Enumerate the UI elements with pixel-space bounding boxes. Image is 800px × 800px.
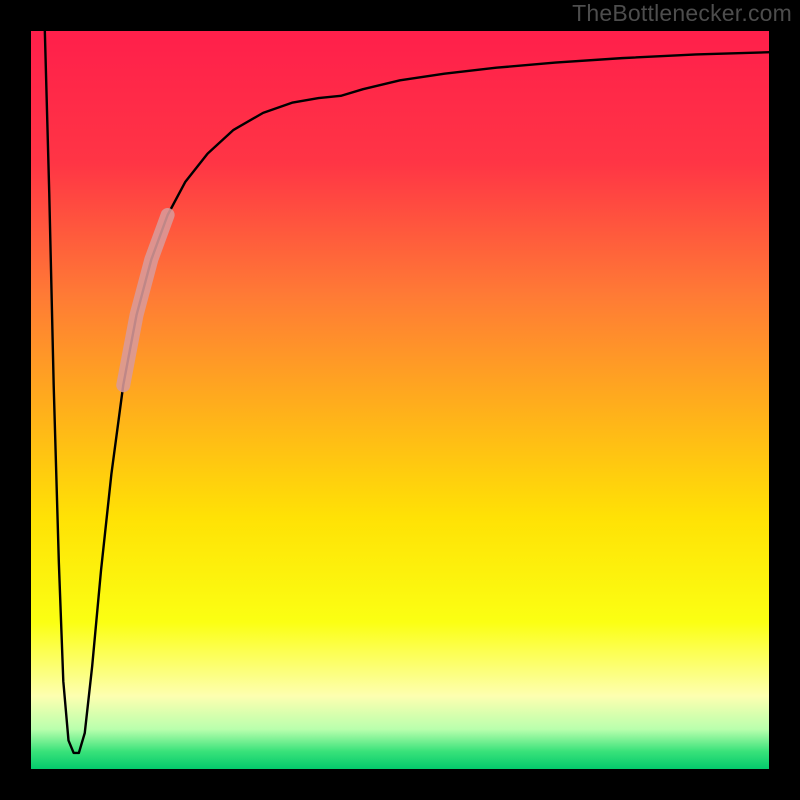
plot-background [30,30,770,770]
plot-area [0,0,800,800]
watermark-text: TheBottlenecker.com [572,0,792,27]
chart-container: TheBottlenecker.com [0,0,800,800]
plot-svg [0,0,800,800]
